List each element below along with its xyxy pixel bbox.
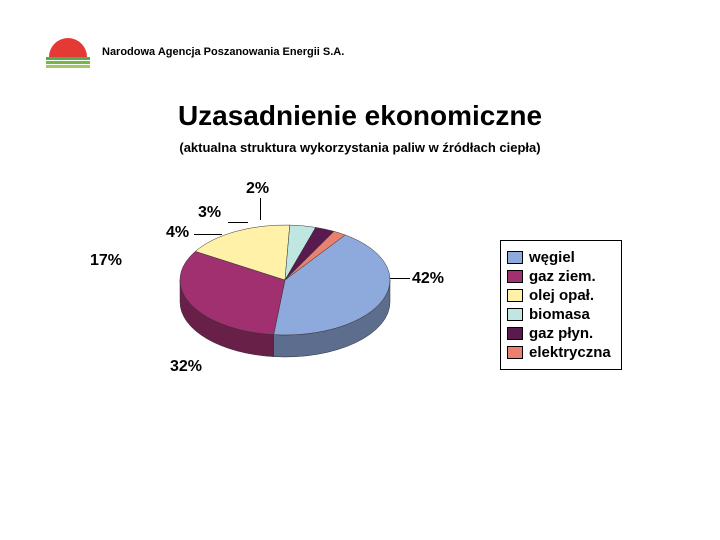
legend-swatch-icon — [507, 270, 523, 283]
legend-swatch-icon — [507, 308, 523, 321]
legend-item: elektryczna — [507, 344, 611, 361]
pie-chart: 2% 3% 4% 17% 42% 32% — [90, 180, 470, 400]
legend-swatch-icon — [507, 289, 523, 302]
header: Narodowa Agencja Poszanowania Energii S.… — [46, 36, 344, 68]
legend-label: biomasa — [529, 306, 590, 323]
leader-line — [260, 198, 261, 220]
page-subtitle: (aktualna struktura wykorzystania paliw … — [0, 140, 720, 155]
pct-label-2: 2% — [246, 180, 269, 198]
pct-label-4: 4% — [166, 224, 189, 242]
pct-label-32: 32% — [170, 358, 202, 376]
chart-legend: węgiel gaz ziem. olej opał. biomasa gaz płyn… — [500, 240, 622, 370]
pct-label-3: 3% — [198, 204, 221, 222]
legend-item: węgiel — [507, 249, 611, 266]
pct-label-17: 17% — [90, 252, 122, 270]
leader-line — [228, 222, 248, 223]
legend-label: elektryczna — [529, 344, 611, 361]
org-logo-icon — [46, 36, 90, 68]
pct-label-42: 42% — [412, 270, 444, 288]
legend-label: węgiel — [529, 249, 575, 266]
legend-item: gaz ziem. — [507, 268, 611, 285]
pie-chart-svg — [170, 210, 410, 380]
org-name: Narodowa Agencja Poszanowania Energii S.… — [102, 46, 344, 58]
legend-swatch-icon — [507, 251, 523, 264]
legend-label: olej opał. — [529, 287, 594, 304]
legend-label: gaz płyn. — [529, 325, 593, 342]
leader-line — [194, 234, 222, 235]
leader-line — [390, 278, 410, 279]
page-title: Uzasadnienie ekonomiczne — [0, 100, 720, 132]
legend-item: olej opał. — [507, 287, 611, 304]
legend-item: gaz płyn. — [507, 325, 611, 342]
legend-label: gaz ziem. — [529, 268, 596, 285]
legend-item: biomasa — [507, 306, 611, 323]
legend-swatch-icon — [507, 327, 523, 340]
legend-swatch-icon — [507, 346, 523, 359]
